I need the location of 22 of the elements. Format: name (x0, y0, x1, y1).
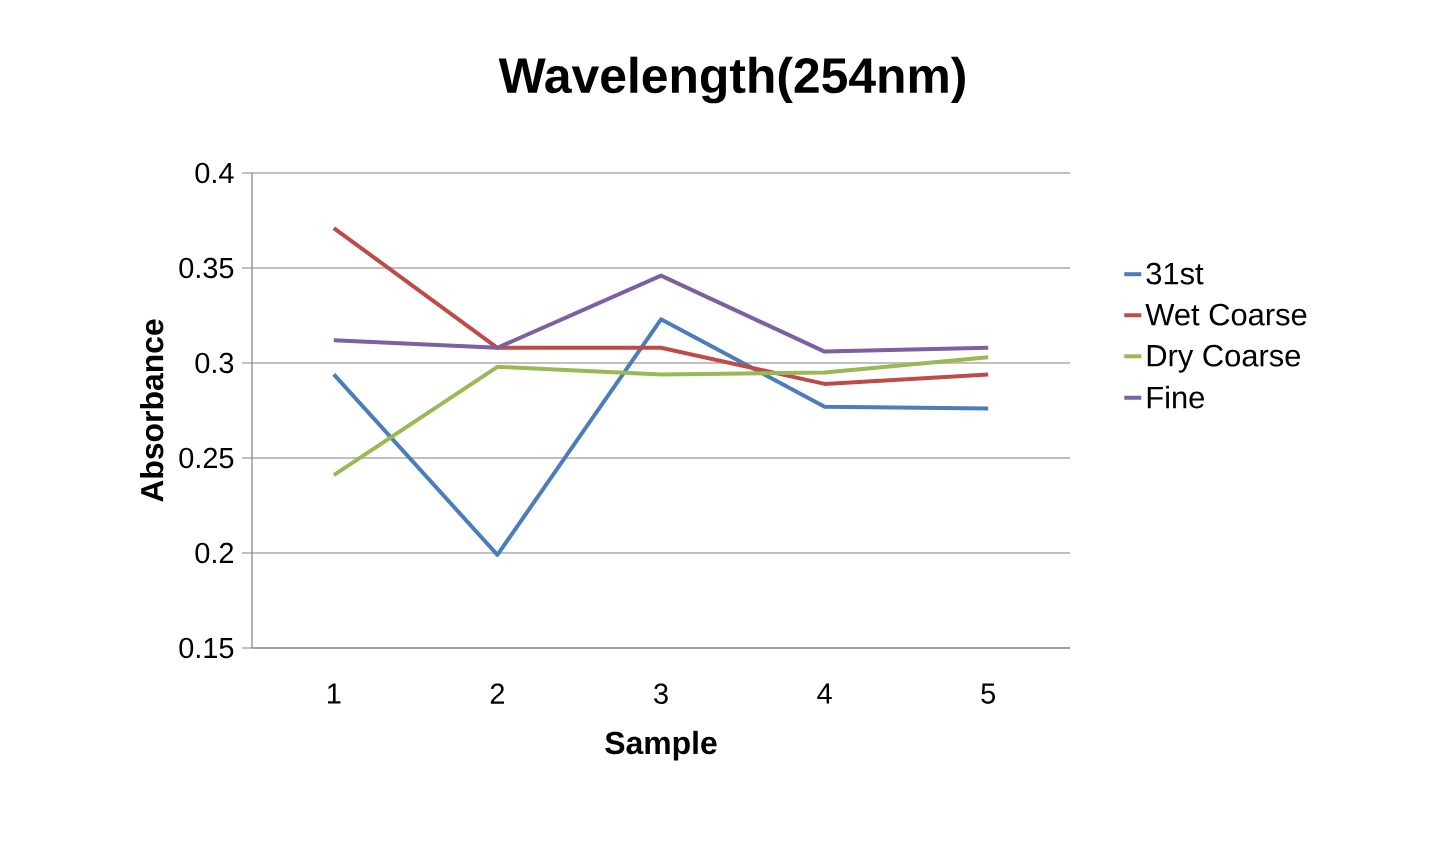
legend-label: Dry Coarse (1147, 344, 1301, 373)
y-tick-label: 0.3 (195, 352, 234, 374)
y-axis-title: Absorbance (140, 319, 164, 502)
x-tick-label: 5 (981, 683, 996, 704)
x-tick-label: 4 (817, 683, 832, 704)
line-series (331, 226, 991, 386)
x-tick-label: 2 (490, 683, 504, 704)
legend-label: Wet Coarse (1145, 303, 1307, 326)
line-series (331, 273, 991, 354)
x-tick-label: 3 (654, 683, 668, 704)
legend-label: 31st (1146, 262, 1204, 285)
y-tick-label: 0.2 (195, 542, 234, 564)
chart-title: Wavelength(254nm) (498, 56, 965, 104)
y-tick-label: 0.4 (195, 162, 234, 184)
x-tick-label: 1 (327, 683, 341, 704)
y-tick-label: 0.35 (179, 257, 234, 279)
y-tick-label: 0.25 (179, 447, 234, 469)
x-axis-title: Sample (605, 730, 717, 761)
legend-label: Fine (1147, 385, 1204, 409)
line-series (331, 355, 991, 478)
y-tick-label: 0.15 (179, 637, 234, 659)
line-series (331, 317, 991, 557)
